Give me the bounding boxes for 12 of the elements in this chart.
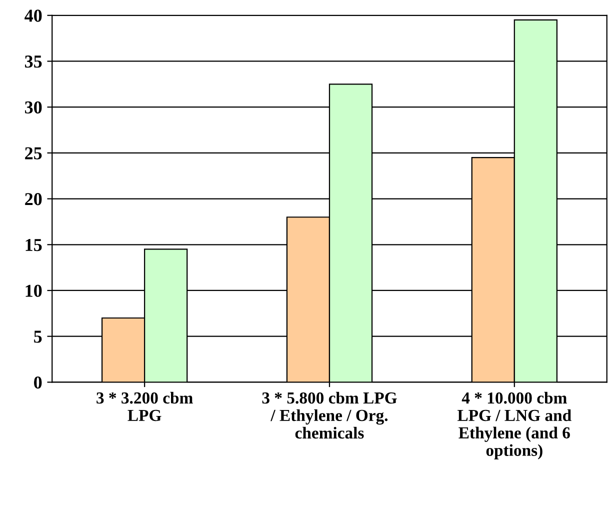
y-tick-label: 30 — [25, 101, 42, 114]
x-tick-label: 3 * 5.800 cbm LPG / Ethylene / Org. chemicals — [262, 392, 397, 439]
y-tick-label: 35 — [25, 56, 42, 68]
y-tick-label: 15 — [26, 238, 42, 252]
y-tick-label: 10 — [26, 284, 42, 297]
x-tick-label: 4 * 10.000 cbm LPG / LNG and Ethylene (and 6 options) — [458, 392, 572, 460]
y-tick-label: 5 — [34, 330, 42, 343]
y-tick-label: 25 — [25, 147, 42, 160]
x-tick-label: 3 * 3.200 cbm LPG — [96, 392, 193, 422]
y-tick-label: 40 — [24, 10, 42, 22]
y-tick-label: 20 — [25, 193, 42, 206]
y-tick-label: 0 — [34, 376, 42, 389]
